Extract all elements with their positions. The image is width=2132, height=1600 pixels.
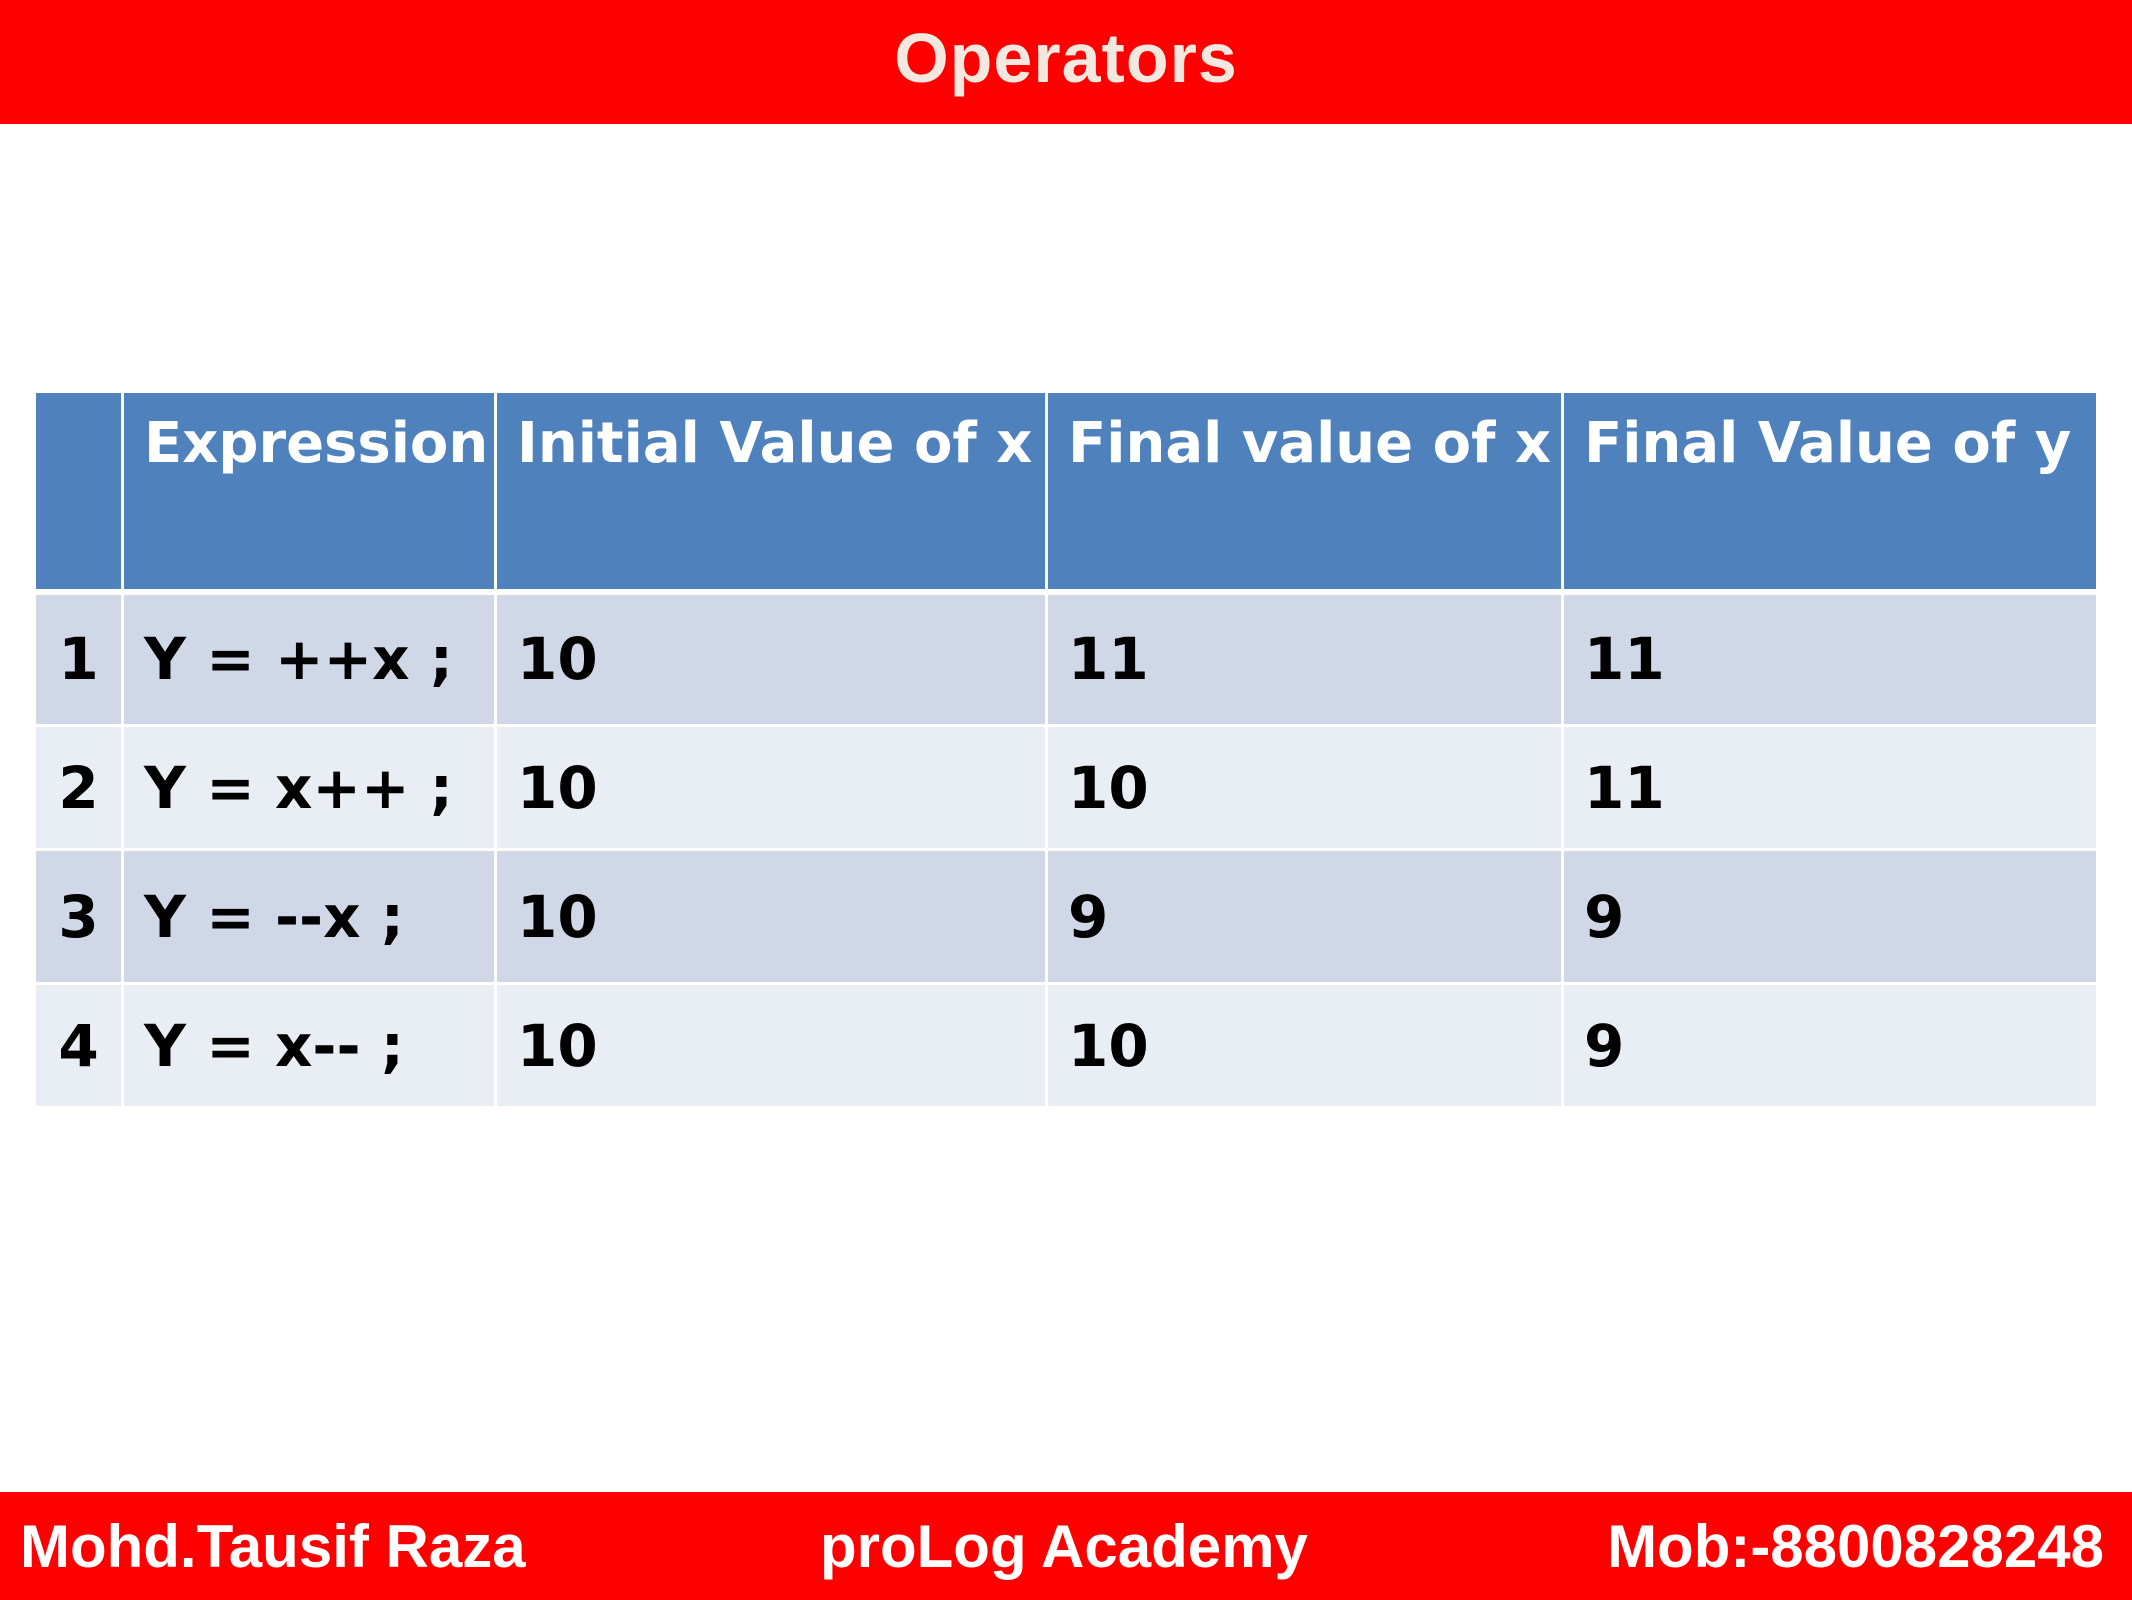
column-header-expression: Expression [121,390,497,595]
page-title: Operators [894,19,1238,97]
column-header-final-y: Final Value of y [1561,390,2099,595]
column-header-number [33,390,124,595]
final-y-cell: 11 [1561,590,2099,727]
initial-x-cell: 10 [494,982,1048,1109]
row-number: 4 [33,982,124,1109]
operators-table: Expression Initial Value of x Final valu… [33,390,2099,1109]
final-x-cell: 9 [1045,848,1564,985]
table-row: 1 Y = ++x ; 10 11 11 [33,590,2099,727]
final-x-cell: 11 [1045,590,1564,727]
table-row: 2 Y = x++ ; 10 10 11 [33,724,2099,851]
final-y-cell: 9 [1561,982,2099,1109]
row-number: 1 [33,590,124,727]
header-banner: Operators [0,0,2132,124]
expression-cell: Y = --x ; [121,848,497,985]
expression-cell: Y = ++x ; [121,590,497,727]
table-header-row: Expression Initial Value of x Final valu… [33,390,2099,595]
table-row: 3 Y = --x ; 10 9 9 [33,848,2099,985]
academy-name: proLog Academy [820,1513,1308,1580]
initial-x-cell: 10 [494,848,1048,985]
footer-banner: Mohd.Tausif Raza proLog Academy Mob:-880… [0,1492,2132,1600]
final-y-cell: 11 [1561,724,2099,851]
final-x-cell: 10 [1045,724,1564,851]
final-y-cell: 9 [1561,848,2099,985]
expression-cell: Y = x-- ; [121,982,497,1109]
initial-x-cell: 10 [494,724,1048,851]
row-number: 3 [33,848,124,985]
final-x-cell: 10 [1045,982,1564,1109]
author-name: Mohd.Tausif Raza [20,1513,526,1580]
mobile-number: Mob:-8800828248 [1607,1513,2104,1580]
row-number: 2 [33,724,124,851]
column-header-initial-x: Initial Value of x [494,390,1048,595]
table-row: 4 Y = x-- ; 10 10 9 [33,982,2099,1109]
column-header-final-x: Final value of x [1045,390,1564,595]
initial-x-cell: 10 [494,590,1048,727]
expression-cell: Y = x++ ; [121,724,497,851]
